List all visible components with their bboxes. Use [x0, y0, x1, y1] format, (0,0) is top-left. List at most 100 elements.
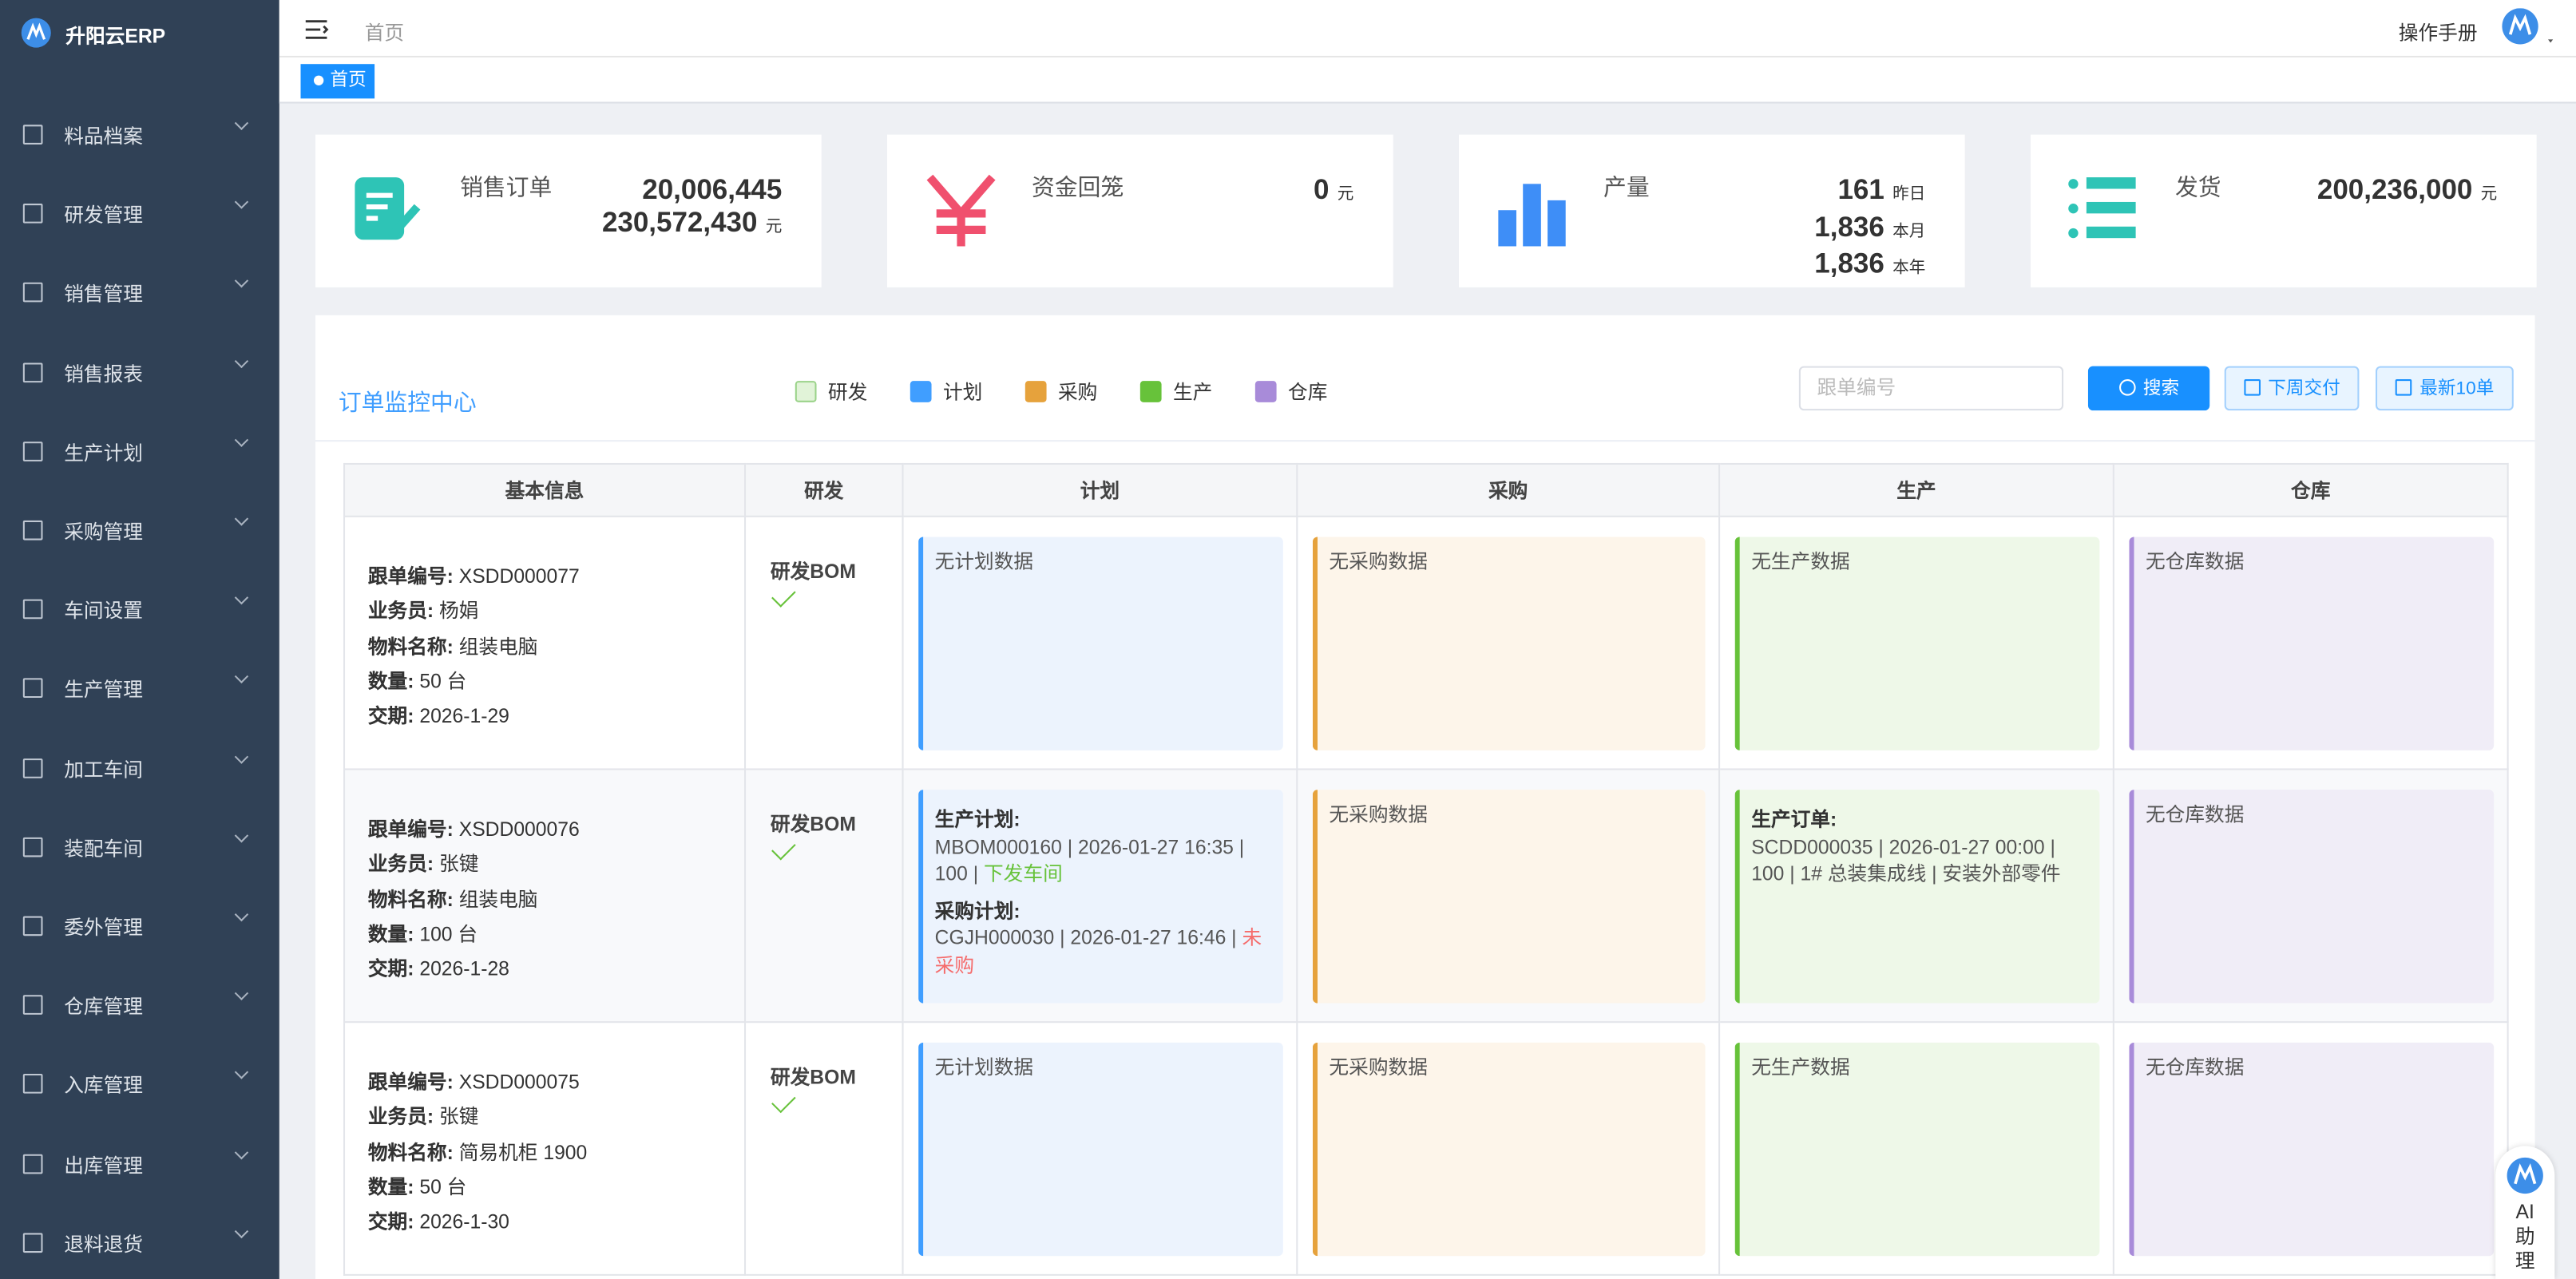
empty-text: 无采购数据 — [1329, 549, 1428, 573]
info-value: XSDD000075 — [458, 1070, 580, 1094]
stat-value: 1,836 — [1814, 247, 1884, 279]
search-input[interactable]: 跟单编号 — [1798, 366, 2064, 411]
menu-item[interactable]: 采购管理 — [0, 507, 279, 586]
chevron — [234, 432, 249, 447]
menu-item[interactable]: 销售报表 — [0, 349, 279, 428]
icon — [926, 174, 996, 247]
menu-icon — [22, 916, 43, 936]
menu-label: 采购管理 — [64, 520, 144, 544]
block-text: MBOM000160 | 2026-01-27 16:35 | 100 | 下发… — [935, 834, 1272, 888]
manual-link[interactable]: 操作手册 — [2398, 21, 2478, 45]
stat-unit: 本年 — [1892, 259, 1926, 278]
button[interactable]: 搜索 — [2087, 366, 2210, 411]
rd-cell: 研发BOM — [744, 1021, 904, 1276]
legend-swatch — [795, 381, 817, 402]
icon — [1498, 184, 1566, 247]
menu-label: 车间设置 — [64, 600, 144, 623]
production-cell: 生产订单: SCDD000035 | 2026-01-27 00:00 | 100… — [1718, 768, 2114, 1024]
info-cell: 跟单编号: XSDD000075 业务员: 张键物料名称: 简易机柜 1900 数量… — [343, 1021, 747, 1276]
menu-item[interactable]: 销售管理 — [0, 270, 279, 349]
info-label: 数量: — [367, 1175, 414, 1199]
menu-label: 退料退货 — [64, 1233, 144, 1256]
table-row: 跟单编号: XSDD000077 业务员: 杨娟 物料名称: 组装电脑 数量: 50 … — [343, 515, 2509, 770]
column-header: 采购 — [1296, 462, 1721, 517]
menu-item[interactable]: 退料退货 — [0, 1220, 279, 1279]
chevron — [234, 1224, 249, 1238]
warehouse-cell: 无仓库数据 — [2112, 768, 2509, 1024]
menu-item[interactable]: 生产管理 — [0, 666, 279, 745]
info-line: 物料名称: 简易机柜 1900 — [368, 1135, 587, 1170]
menu-toggle[interactable] — [305, 20, 329, 40]
stat-card: 发货 200,236,000 元 — [2030, 134, 2537, 287]
menu-item[interactable]: 料品档案 — [0, 112, 279, 191]
menu-item[interactable]: 研发管理 — [0, 191, 279, 270]
menu-icon — [22, 758, 43, 778]
menu-item[interactable]: 出库管理 — [0, 1140, 279, 1219]
menu-icon — [22, 362, 43, 382]
brand: 升阳云ERP — [65, 24, 166, 48]
info-value: 张键 — [439, 1105, 479, 1129]
chevron — [234, 353, 249, 368]
info-line: 物料名称: 组装电脑 — [368, 630, 580, 665]
menu-item[interactable]: 仓库管理 — [0, 982, 279, 1061]
icon — [355, 177, 421, 240]
ai-icon — [2507, 1157, 2543, 1194]
stat-value: 0 — [1313, 173, 1330, 206]
button-icon — [2118, 379, 2135, 396]
plan-cell: 生产计划: MBOM000160 | 2026-01-27 16:35 | 100… — [902, 768, 1298, 1024]
ai-assistant[interactable]: AI助理 — [2495, 1146, 2555, 1279]
stat-unit: 元 — [765, 217, 783, 236]
stat-icon — [923, 174, 999, 255]
stat-label: 产量 — [1603, 173, 1650, 200]
info-value: 100 台 — [419, 922, 478, 946]
button-icon — [2395, 379, 2412, 396]
menu-icon — [22, 441, 43, 461]
tab[interactable]: 首页 — [300, 64, 375, 99]
menu-item[interactable]: 车间设置 — [0, 587, 279, 666]
column-header: 仓库 — [2112, 462, 2509, 517]
menu-label: 料品档案 — [64, 125, 144, 148]
menu-item[interactable]: 加工车间 — [0, 745, 279, 824]
purchase-card: 无采购数据 — [1312, 1042, 1706, 1257]
stat-value: 200,236,000 — [2316, 173, 2473, 206]
stat-value: 230,572,430 — [601, 206, 758, 238]
menu-item[interactable]: 委外管理 — [0, 903, 279, 982]
topbar: 首页 操作手册 — [279, 0, 2576, 57]
block-text: CGJH000030 | 2026-01-27 16:46 | 未采购 — [935, 925, 1272, 979]
button[interactable]: 最新10单 — [2376, 366, 2514, 411]
purchase-card: 无采购数据 — [1312, 790, 1706, 1004]
info-label: 数量: — [367, 922, 414, 946]
chevron — [234, 274, 249, 289]
empty-text: 无仓库数据 — [2145, 1055, 2245, 1079]
stat-unit: 本月 — [1892, 222, 1926, 241]
button[interactable]: 下周交付 — [2224, 366, 2360, 411]
info-label: 业务员: — [367, 1105, 434, 1129]
plan-card: 无计划数据 — [918, 537, 1283, 750]
table-row: 跟单编号: XSDD000076 业务员: 张键 物料名称: 组装电脑 数量: 100… — [343, 768, 2509, 1024]
menu-item[interactable]: 生产计划 — [0, 428, 279, 507]
info-label: 交期: — [367, 957, 414, 981]
info-value: 2026-1-28 — [419, 957, 509, 981]
menu-item[interactable]: 装配车间 — [0, 824, 279, 903]
stat-card: 资金回笼 0 元 — [886, 134, 1393, 287]
info-value: 简易机柜 1900 — [458, 1140, 588, 1164]
info-label: 数量: — [367, 669, 414, 693]
menu-item[interactable]: 入库管理 — [0, 1061, 279, 1140]
purchase-cell: 无采购数据 — [1296, 768, 1721, 1024]
column-header: 研发 — [744, 462, 904, 517]
purchase-cell: 无采购数据 — [1296, 1021, 1721, 1276]
monitor-panel: 订单监控中心 研发 计划 采购 生产 仓库 跟单编号 搜索 下周交付 最新10单 基本信息研… — [315, 315, 2535, 1279]
menu-label: 出库管理 — [64, 1153, 144, 1177]
ai-label: AI助理 — [2515, 1200, 2535, 1273]
avatar[interactable] — [2500, 8, 2556, 47]
menu-label: 销售报表 — [64, 362, 144, 386]
breadcrumb: 首页 — [364, 21, 405, 45]
warehouse-card: 无仓库数据 — [2129, 790, 2495, 1004]
order-info: 跟单编号: XSDD000077 业务员: 杨娟 物料名称: 组装电脑 数量: 50 … — [368, 560, 580, 735]
info-label: 跟单编号: — [367, 1070, 454, 1094]
column-header: 计划 — [902, 462, 1298, 517]
purchase-card: 无采购数据 — [1312, 537, 1706, 750]
info-line: 交期: 2026-1-30 — [368, 1206, 587, 1241]
button-icon — [2243, 379, 2260, 396]
